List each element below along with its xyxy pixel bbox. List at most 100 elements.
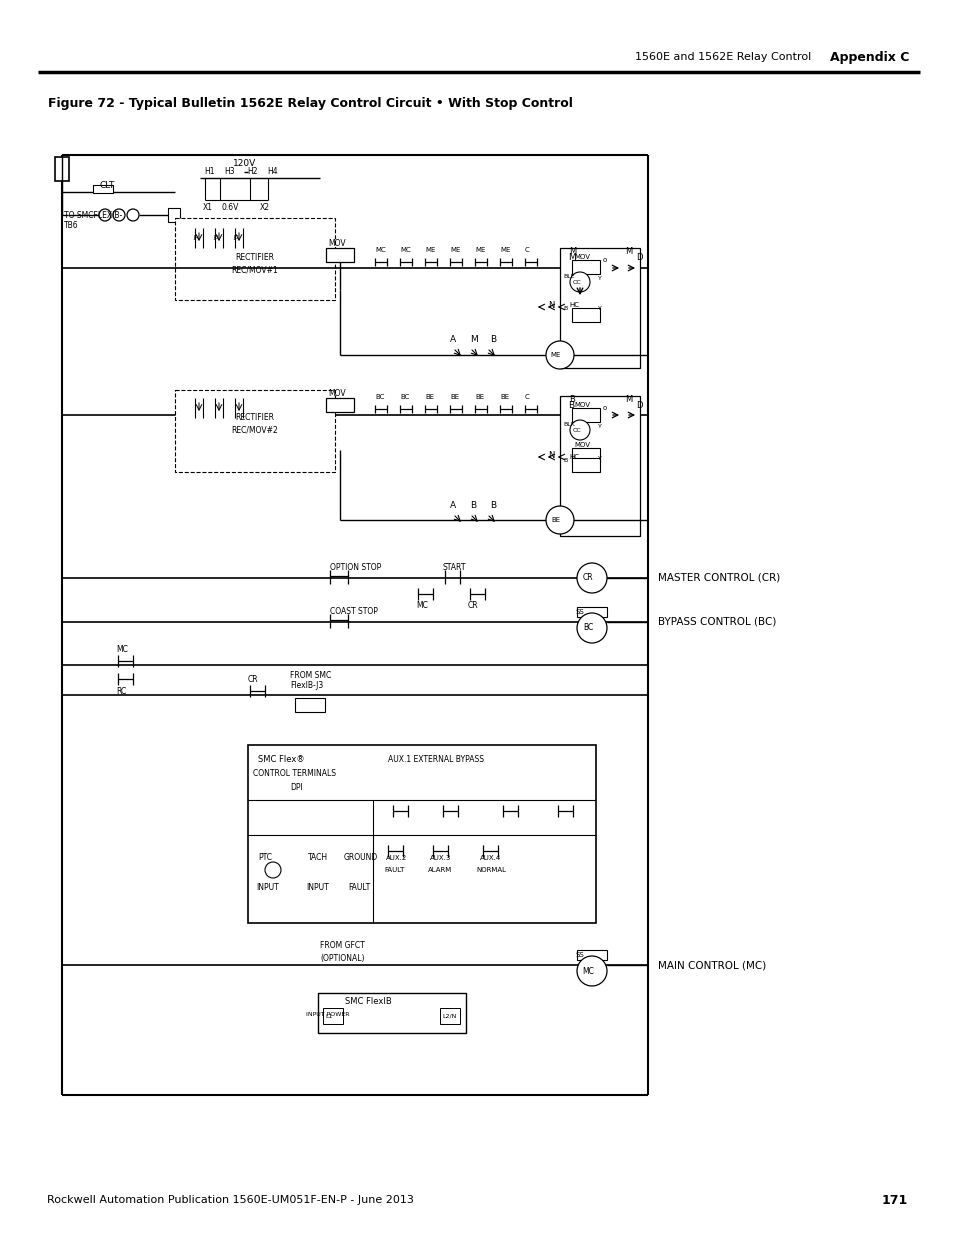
Text: AUX.1 EXTERNAL BYPASS: AUX.1 EXTERNAL BYPASS xyxy=(388,755,483,763)
Text: BE: BE xyxy=(475,394,483,400)
Text: X1: X1 xyxy=(203,204,213,212)
Bar xyxy=(317,993,465,1032)
Text: MOV: MOV xyxy=(574,403,589,408)
Text: Y: Y xyxy=(598,456,601,461)
Text: 120V: 120V xyxy=(233,158,256,168)
Text: DPI: DPI xyxy=(290,783,302,792)
Text: SMC FlexIB: SMC FlexIB xyxy=(345,998,392,1007)
Text: BLE: BLE xyxy=(562,273,574,279)
Circle shape xyxy=(99,209,111,221)
Text: MAIN CONTROL (MC): MAIN CONTROL (MC) xyxy=(658,960,765,969)
Circle shape xyxy=(577,956,606,986)
Text: Rockwell Automation Publication 1560E-UM051F-EN-P - June 2013: Rockwell Automation Publication 1560E-UM… xyxy=(47,1195,414,1205)
Text: FAULT: FAULT xyxy=(384,867,404,873)
Text: H4: H4 xyxy=(267,168,277,177)
Text: MASTER CONTROL (CR): MASTER CONTROL (CR) xyxy=(658,573,780,583)
Text: ɈC: ɈC xyxy=(233,236,238,241)
Text: MC: MC xyxy=(399,247,411,253)
Text: INPUT: INPUT xyxy=(306,883,329,892)
Bar xyxy=(326,398,354,412)
Text: AUX.2: AUX.2 xyxy=(386,855,407,861)
Text: GROUND: GROUND xyxy=(344,853,377,862)
Text: N: N xyxy=(547,451,554,459)
Circle shape xyxy=(577,563,606,593)
Text: D: D xyxy=(636,400,641,410)
Bar xyxy=(248,745,596,923)
Text: H3: H3 xyxy=(224,168,234,177)
Text: Y: Y xyxy=(598,424,601,429)
Text: M: M xyxy=(624,395,632,405)
Bar xyxy=(439,1008,459,1024)
Text: AUX.4: AUX.4 xyxy=(479,855,500,861)
Text: BLK: BLK xyxy=(562,421,575,426)
Circle shape xyxy=(569,420,589,440)
Text: SS: SS xyxy=(575,609,584,615)
Text: CC: CC xyxy=(572,279,580,284)
Bar xyxy=(572,261,599,274)
Text: BC: BC xyxy=(582,624,593,632)
Bar xyxy=(323,1008,343,1024)
Text: C: C xyxy=(524,394,529,400)
Text: ME: ME xyxy=(450,247,460,253)
Bar xyxy=(168,207,180,222)
Text: Appendix C: Appendix C xyxy=(829,51,908,63)
Text: ALARM: ALARM xyxy=(428,867,452,873)
Text: MOV: MOV xyxy=(574,254,589,261)
Text: REC/MOV#2: REC/MOV#2 xyxy=(232,426,278,435)
Bar xyxy=(577,606,606,618)
Bar xyxy=(55,157,69,182)
Text: RC: RC xyxy=(116,687,126,695)
Text: B: B xyxy=(567,401,574,410)
Text: CC: CC xyxy=(572,427,580,432)
Text: L1: L1 xyxy=(325,1014,332,1019)
Text: COAST STOP: COAST STOP xyxy=(330,606,377,615)
Text: A: A xyxy=(450,336,456,345)
Text: MC: MC xyxy=(375,247,385,253)
Text: D: D xyxy=(636,252,641,262)
Bar xyxy=(572,448,599,462)
Text: CLT: CLT xyxy=(100,182,115,190)
Text: TO SMCFLEXIB-: TO SMCFLEXIB- xyxy=(64,210,122,220)
Text: H2: H2 xyxy=(247,168,257,177)
Text: INPUT: INPUT xyxy=(255,883,278,892)
Text: PTC: PTC xyxy=(257,853,272,862)
Text: o: o xyxy=(602,257,607,263)
Text: START: START xyxy=(442,562,466,572)
Text: HC: HC xyxy=(568,454,578,459)
Text: INPUT POWER: INPUT POWER xyxy=(306,1013,350,1018)
Text: BE: BE xyxy=(551,517,560,522)
Text: BE: BE xyxy=(450,394,458,400)
Text: M: M xyxy=(624,247,632,257)
Text: BE: BE xyxy=(424,394,434,400)
Text: HC: HC xyxy=(568,303,578,308)
Circle shape xyxy=(265,862,281,878)
Text: RECTIFIER: RECTIFIER xyxy=(235,414,274,422)
Text: TB6: TB6 xyxy=(64,221,78,231)
Text: 1560E and 1562E Relay Control: 1560E and 1562E Relay Control xyxy=(635,52,810,62)
Text: B: B xyxy=(490,336,496,345)
Text: FROM GFCT: FROM GFCT xyxy=(319,941,364,950)
Text: ɈB: ɈB xyxy=(213,236,218,241)
Circle shape xyxy=(112,209,125,221)
Text: CR: CR xyxy=(582,573,593,583)
Text: M: M xyxy=(568,247,576,257)
Text: NORMAL: NORMAL xyxy=(476,867,505,873)
Text: B: B xyxy=(568,395,575,405)
Text: BE: BE xyxy=(499,394,509,400)
Text: 0.6V: 0.6V xyxy=(222,204,239,212)
Bar xyxy=(92,185,112,193)
Circle shape xyxy=(569,272,589,291)
Text: SS: SS xyxy=(575,952,584,958)
Bar xyxy=(572,458,599,472)
Text: CR: CR xyxy=(248,674,258,683)
Bar xyxy=(559,248,639,368)
Bar xyxy=(577,950,606,960)
Bar xyxy=(174,219,335,300)
Bar xyxy=(294,698,325,713)
Text: CR: CR xyxy=(468,601,478,610)
Text: FAULT: FAULT xyxy=(348,883,370,892)
Text: MOV: MOV xyxy=(574,442,589,448)
Text: Figure 72 - Typical Bulletin 1562E Relay Control Circuit • With Stop Control: Figure 72 - Typical Bulletin 1562E Relay… xyxy=(48,96,572,110)
Text: CONTROL TERMINALS: CONTROL TERMINALS xyxy=(253,768,335,778)
Text: C: C xyxy=(524,247,529,253)
